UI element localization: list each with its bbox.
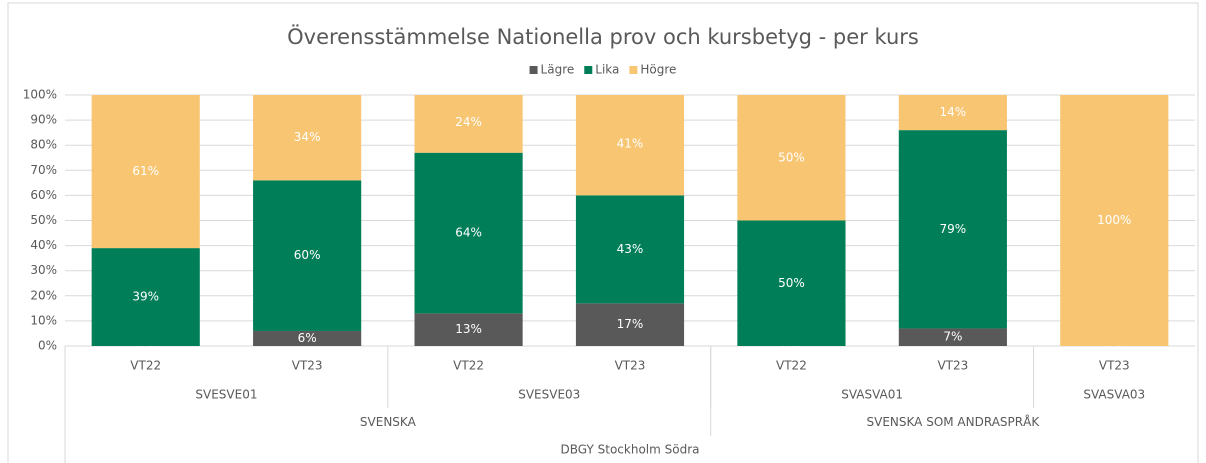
legend-swatch: [629, 66, 638, 74]
y-tick-label: 100%: [23, 88, 57, 102]
y-tick-label: 60%: [30, 188, 57, 202]
y-tick-label: 50%: [30, 213, 57, 227]
bar-segment: [898, 130, 1007, 329]
bar-segment: [414, 313, 523, 346]
y-tick-label: 80%: [30, 138, 57, 152]
x-tick-label: VT23: [937, 359, 968, 373]
x-tick-label: VT22: [453, 359, 484, 373]
data-label: 13%: [455, 322, 482, 336]
y-tick-label: 40%: [30, 238, 57, 252]
data-label: 6%: [298, 331, 317, 345]
data-label: 100%: [1097, 213, 1131, 227]
x-tick-label: VT23: [1099, 359, 1130, 373]
bar-segment: [253, 330, 362, 346]
data-label: 34%: [294, 130, 321, 144]
group-label: SVENSKA: [360, 415, 417, 429]
data-label: 61%: [132, 164, 159, 178]
bar-segment: [898, 95, 1007, 131]
bar-segment: [253, 180, 362, 331]
data-label: 41%: [617, 136, 644, 150]
y-tick-label: 20%: [30, 288, 57, 302]
bar-segment: [575, 195, 685, 304]
group-label: SVESVE01: [195, 388, 257, 402]
bar-segment: [575, 95, 685, 196]
bar-segment: [253, 95, 362, 181]
data-label: 43%: [617, 242, 644, 256]
bar-segment: [1060, 95, 1169, 346]
data-label: 24%: [455, 115, 482, 129]
bar-segment: [737, 95, 846, 221]
data-label: 50%: [778, 276, 805, 290]
group-label: SVENSKA SOM ANDRASPRÅK: [867, 414, 1041, 429]
data-label: 79%: [940, 222, 967, 236]
x-tick-label: VT22: [130, 359, 161, 373]
data-label: 39%: [132, 290, 159, 304]
data-label: 14%: [940, 105, 967, 119]
data-label: 17%: [617, 317, 644, 331]
data-label: 64%: [455, 226, 482, 240]
legend-label: Lika: [595, 63, 619, 77]
y-tick-label: 90%: [30, 113, 57, 127]
bar-segment: [91, 95, 200, 249]
group-label: SVASVA03: [1083, 388, 1145, 402]
bar-segment: [898, 328, 1007, 346]
group-label: SVESVE03: [518, 388, 580, 402]
x-tick-label: VT23: [615, 359, 646, 373]
y-tick-label: 30%: [30, 263, 57, 277]
x-tick-label: VT23: [292, 359, 323, 373]
bar-segment: [91, 248, 200, 346]
data-label: 50%: [778, 150, 805, 164]
data-label: 60%: [294, 248, 321, 262]
legend-label: Lägre: [541, 63, 575, 77]
group-label: SVASVA01: [841, 388, 903, 402]
bar-segment: [414, 152, 523, 314]
y-tick-label: 0%: [38, 339, 57, 353]
bar-segment: [575, 303, 685, 346]
legend: Lägre Lika Högre: [529, 63, 676, 77]
legend-label: Högre: [640, 63, 676, 77]
legend-swatch: [529, 66, 538, 74]
legend-swatch: [584, 66, 593, 74]
bar-segment: [414, 95, 523, 153]
chart-title: Överensstämmelse Nationella prov och kur…: [287, 24, 919, 49]
bar-segment: [737, 220, 846, 346]
y-tick-label: 10%: [30, 313, 57, 327]
y-tick-label: 70%: [30, 163, 57, 177]
data-label: 7%: [943, 330, 962, 344]
group-label: DBGY Stockholm Södra: [561, 443, 700, 457]
x-tick-label: VT22: [776, 359, 807, 373]
